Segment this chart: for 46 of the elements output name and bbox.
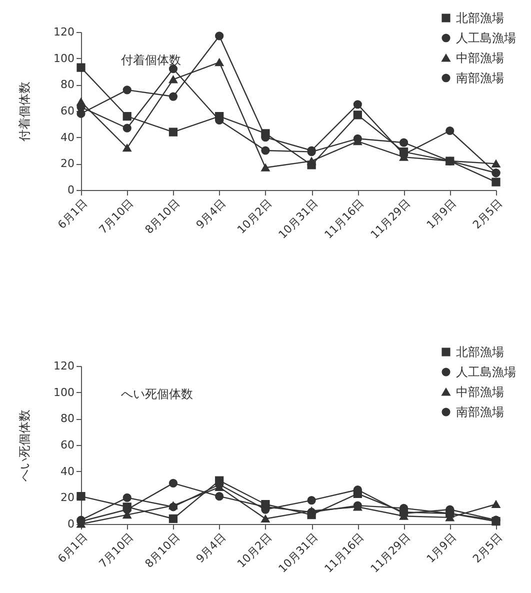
x-tick-label: 6月1日 xyxy=(55,196,90,232)
y-tick-label: 100 xyxy=(54,386,74,399)
y-tick-label: 40 xyxy=(60,464,74,478)
y-tick-label: 0 xyxy=(68,518,74,530)
x-tick-label: 6月1日 xyxy=(55,530,90,566)
x-tick-label: 1月9日 xyxy=(424,530,459,566)
x-tick-label: 7月10日 xyxy=(96,196,136,236)
y-tick-label: 60 xyxy=(60,438,74,452)
legend-label: 人工島漁場 xyxy=(456,31,516,45)
x-tick-label: 10月31日 xyxy=(276,196,321,242)
legend-label: 北部漁場 xyxy=(456,345,504,359)
x-tick-label: 2月5日 xyxy=(470,530,505,566)
x-tick-label: 10月2日 xyxy=(234,530,274,570)
x-tick-label: 9月4日 xyxy=(194,530,228,566)
x-tick-label: 2月5日 xyxy=(470,196,505,232)
y-tick-label: 100 xyxy=(54,52,74,65)
legend-label: 南部漁場 xyxy=(456,405,504,419)
y-axis-title: へい死個体数 xyxy=(18,410,32,482)
x-tick-label: 11月29日 xyxy=(368,196,413,242)
annotation: へい死個体数 xyxy=(121,387,193,401)
legend-label: 中部漁場 xyxy=(456,385,504,399)
y-tick-label: 80 xyxy=(60,412,74,426)
y-tick-label: 0 xyxy=(68,184,74,196)
x-tick-label: 11月16日 xyxy=(322,196,367,242)
x-tick-label: 11月16日 xyxy=(322,530,367,576)
x-tick-label: 11月29日 xyxy=(368,530,413,576)
x-tick-label: 9月4日 xyxy=(194,196,228,232)
legend-label: 人工島漁場 xyxy=(456,365,516,379)
annotation: 付着個体数 xyxy=(120,53,181,67)
x-tick-label: 1月9日 xyxy=(424,196,459,232)
y-axis-title: 付着個体数 xyxy=(18,82,32,142)
y-tick-label: 40 xyxy=(60,130,74,144)
x-tick-label: 8月10日 xyxy=(142,530,182,570)
legend-label: 北部漁場 xyxy=(456,11,504,25)
y-tick-label: 120 xyxy=(54,360,74,372)
x-tick-label: 8月10日 xyxy=(142,196,182,236)
y-tick-label: 60 xyxy=(60,104,74,118)
y-tick-label: 80 xyxy=(60,78,74,92)
x-tick-label: 7月10日 xyxy=(96,530,136,570)
y-tick-label: 20 xyxy=(60,491,74,504)
x-tick-label: 10月31日 xyxy=(276,530,321,576)
x-tick-label: 10月2日 xyxy=(234,196,274,236)
legend-label: 南部漁場 xyxy=(456,71,504,85)
legend-label: 中部漁場 xyxy=(456,51,504,65)
y-tick-label: 20 xyxy=(60,157,74,170)
y-tick-label: 120 xyxy=(54,26,74,38)
